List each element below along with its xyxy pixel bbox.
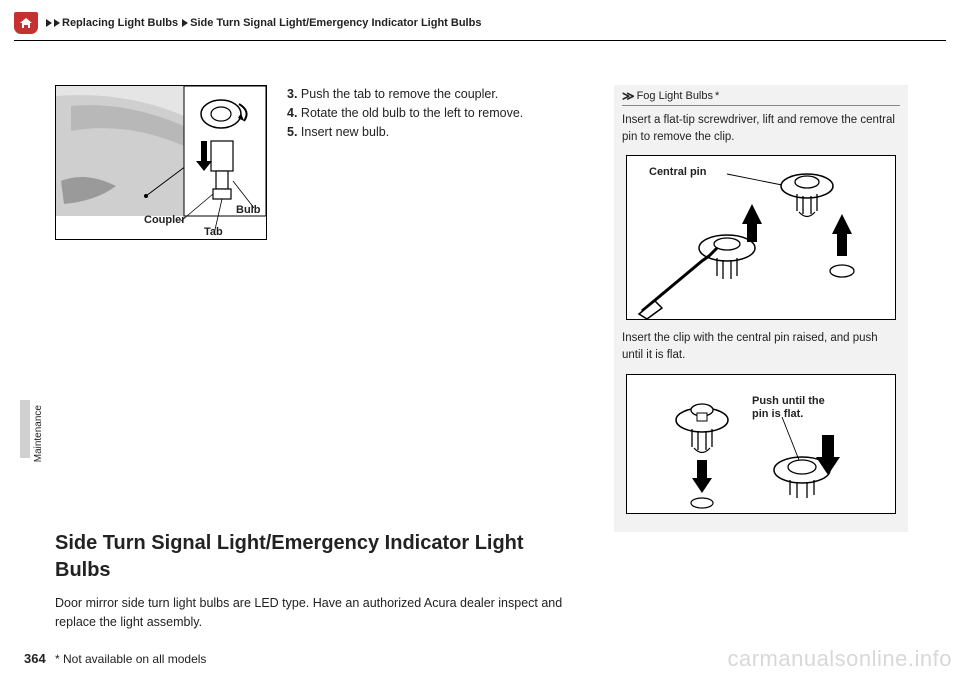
steps-list: 3. Push the tab to remove the coupler. 4… <box>287 85 523 141</box>
breadcrumb-item-1[interactable]: Replacing Light Bulbs <box>62 17 178 29</box>
label-push-flat: Push until the pin is flat. <box>752 395 825 421</box>
label-central-pin: Central pin <box>649 166 706 178</box>
sidebar-text-1: Insert a flat-tip screwdriver, lift and … <box>622 112 900 145</box>
header-bar: Replacing Light Bulbs Side Turn Signal L… <box>14 8 946 38</box>
label-tab: Tab <box>204 226 223 238</box>
step-5: 5. Insert new bulb. <box>287 123 523 142</box>
section-tab-bar <box>20 400 30 458</box>
chevrons-icon: ≫ <box>622 89 632 103</box>
figure-clip-install: Push until the pin is flat. <box>626 374 896 514</box>
main-column: Coupler Tab Bulb 3. Push the tab to remo… <box>55 85 575 632</box>
chevron-icon <box>46 19 52 27</box>
figure-bulb-removal: Coupler Tab Bulb <box>55 85 267 240</box>
section-title: Side Turn Signal Light/Emergency Indicat… <box>55 530 575 584</box>
header-rule <box>14 40 946 41</box>
footnote: * Not available on all models <box>55 652 206 666</box>
section-text: Door mirror side turn light bulbs are LE… <box>55 594 575 632</box>
step-4: 4. Rotate the old bulb to the left to re… <box>287 104 523 123</box>
chevron-icon <box>182 19 188 27</box>
sidebar-title: ≫ Fog Light Bulbs* <box>622 89 900 106</box>
sidebar-text-2: Insert the clip with the central pin rai… <box>622 330 900 363</box>
breadcrumb-item-2[interactable]: Side Turn Signal Light/Emergency Indicat… <box>190 17 481 29</box>
sidebar-fog-light: ≫ Fog Light Bulbs* Insert a flat-tip scr… <box>614 85 908 532</box>
label-bulb: Bulb <box>236 204 260 216</box>
page-number: 364 <box>24 651 46 666</box>
step-3: 3. Push the tab to remove the coupler. <box>287 85 523 104</box>
chevron-icon <box>54 19 60 27</box>
breadcrumb: Replacing Light Bulbs Side Turn Signal L… <box>46 17 481 29</box>
figure-clip-remove: Central pin <box>626 155 896 320</box>
watermark: carmanualsonline.info <box>727 646 952 672</box>
section-tab-label: Maintenance <box>33 405 44 462</box>
home-icon[interactable] <box>14 12 38 34</box>
label-coupler: Coupler <box>144 214 186 226</box>
